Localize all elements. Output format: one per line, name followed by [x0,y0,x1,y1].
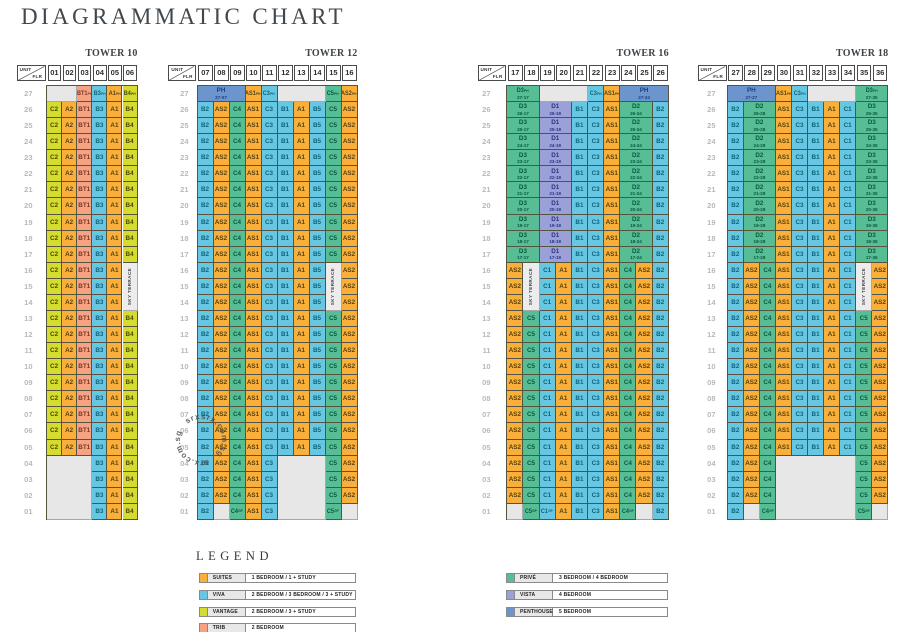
svg-text:srx.com.sg srx.com.sg srx.: srx.com.sg srx.com.sg srx.com.sg [173,412,229,468]
